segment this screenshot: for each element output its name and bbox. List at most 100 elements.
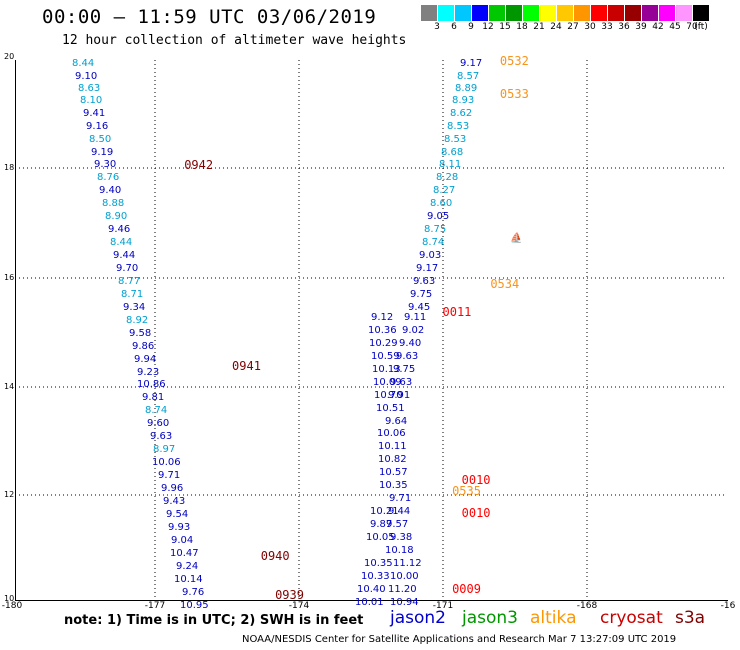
color-scale-label: 42	[652, 22, 664, 32]
lat-tick-18: 18	[4, 163, 15, 172]
track-time-label: 0939	[275, 587, 304, 602]
color-swatch-14	[659, 5, 676, 21]
wave-height-value: 9.57	[386, 519, 409, 531]
color-scale-label: 33	[601, 22, 613, 32]
wave-height-value: 10.35	[379, 480, 408, 492]
wave-height-value: 10.70	[374, 389, 403, 401]
wave-height-value: 10.36	[368, 324, 397, 336]
wave-height-value: 9.11	[404, 311, 427, 323]
wave-height-value: 9.38	[390, 532, 413, 544]
wave-height-value: 9.19	[91, 147, 114, 159]
wave-height-value: 8.75	[424, 224, 447, 236]
wave-height-value: 8.71	[121, 288, 144, 300]
wave-height-value: 9.60	[147, 418, 170, 430]
wave-height-value: 9.71	[389, 493, 412, 505]
wave-height-value: 9.75	[410, 288, 433, 300]
color-scale-label: 21	[533, 22, 545, 32]
color-swatch-8	[557, 5, 574, 21]
color-scale-label: 18	[516, 22, 528, 32]
track-time-label: 0010	[461, 505, 491, 520]
track-time-label: 0942	[184, 157, 214, 172]
color-swatch-7	[540, 5, 557, 21]
wave-height-value: 8.63	[78, 83, 101, 95]
wave-height-value: 9.16	[86, 121, 109, 133]
wave-height-value: 9.63	[390, 376, 413, 388]
color-swatch-10	[591, 5, 608, 21]
wave-height-value: 9.54	[166, 508, 189, 520]
color-scale-label: (ft)	[694, 22, 708, 32]
color-scale-label: 9	[468, 22, 474, 32]
color-scale-label: 45	[669, 22, 681, 32]
color-swatch-12	[625, 5, 642, 21]
color-swatch-1	[438, 5, 455, 21]
color-scale-label: 36	[618, 22, 630, 32]
color-scale-label: 6	[451, 22, 457, 32]
track-time-label: 0535	[452, 484, 481, 499]
wave-height-value: 9.40	[399, 337, 422, 349]
wave-height-value: 9.87	[370, 519, 393, 531]
lon-tick-180: -180	[1, 601, 23, 611]
wave-height-value: 8.44	[110, 237, 133, 248]
wave-height-value: 9.17	[460, 57, 483, 69]
wave-height-value: 9.58	[129, 327, 152, 339]
wave-height-value: 8.62	[450, 108, 473, 120]
color-swatch-6	[523, 5, 540, 21]
wave-height-value: 8.10	[80, 95, 103, 107]
wave-height-value: 10.00	[390, 570, 419, 582]
wave-height-value: 10.06	[377, 428, 406, 440]
lat-tick-16: 16	[4, 273, 15, 282]
color-scale-label: 12	[482, 22, 494, 32]
lon-tick-171: -171	[432, 601, 454, 611]
wave-height-value: 8.74	[422, 237, 445, 248]
wave-height-value: 9.30	[94, 159, 117, 171]
wave-height-value: 9.24	[176, 560, 199, 572]
wave-height-value: 9.34	[123, 301, 146, 313]
wave-height-value: 10.57	[379, 467, 408, 479]
color-scale-bar	[421, 5, 710, 21]
wave-height-value: 8.53	[444, 134, 467, 146]
wave-height-value: 8.90	[105, 211, 128, 223]
wave-height-value: 9.04	[171, 534, 194, 546]
wave-height-value: 9.03	[419, 249, 442, 261]
wave-height-value: 10.47	[170, 547, 199, 559]
wave-height-value: 9.63	[396, 350, 419, 362]
page-subtitle: 12 hour collection of altimeter wave hei…	[62, 33, 407, 48]
legend-jason3: jason3	[462, 608, 518, 628]
wave-height-value: 10.86	[137, 379, 166, 391]
wave-height-value: 9.93	[168, 521, 191, 533]
wave-height-value: 10.82	[378, 454, 407, 466]
wave-height-value: 8.50	[89, 134, 112, 146]
wave-height-value: 9.75	[393, 363, 416, 375]
wave-height-value: 8.57	[457, 70, 480, 82]
color-swatch-9	[574, 5, 591, 21]
wave-height-value: 8.88	[102, 198, 125, 210]
wave-height-value: 10.59	[371, 350, 400, 362]
color-swatch-0	[421, 5, 438, 21]
track-time-label: 0533	[499, 87, 529, 102]
wave-height-value: 8.92	[126, 314, 149, 326]
wave-height-value: 9.45	[408, 301, 431, 313]
wave-height-value: 8.93	[452, 95, 475, 107]
lon-tick-16: -16	[720, 601, 736, 611]
track-time-label: 0941	[232, 359, 261, 374]
wave-height-value: 10.35	[364, 557, 393, 569]
credit-line: NOAA/NESDIS Center for Satellite Applica…	[242, 634, 677, 645]
wave-height-value: 10.05	[366, 532, 395, 544]
wave-height-value: 9.81	[142, 392, 165, 404]
legend-s3a: s3a	[675, 608, 706, 628]
color-swatch-3	[472, 5, 489, 21]
wave-height-value: 10.11	[378, 441, 407, 453]
color-scale-label: 3	[434, 22, 440, 32]
page-title: 00:00 — 11:59 UTC 03/06/2019	[42, 6, 377, 28]
wave-height-value: 8.76	[97, 172, 120, 184]
wave-height-value: 9.64	[385, 415, 408, 427]
wave-height-value: 8.44	[72, 57, 95, 69]
wave-height-value: 9.23	[137, 366, 160, 378]
legend-altika: altika	[530, 608, 577, 628]
track-time-label: 0532	[499, 54, 529, 69]
lon-tick-174: -174	[288, 601, 310, 611]
color-swatch-2	[455, 5, 472, 21]
wave-height-value: 8.74	[145, 405, 168, 417]
legend-jason2: jason2	[390, 608, 446, 628]
